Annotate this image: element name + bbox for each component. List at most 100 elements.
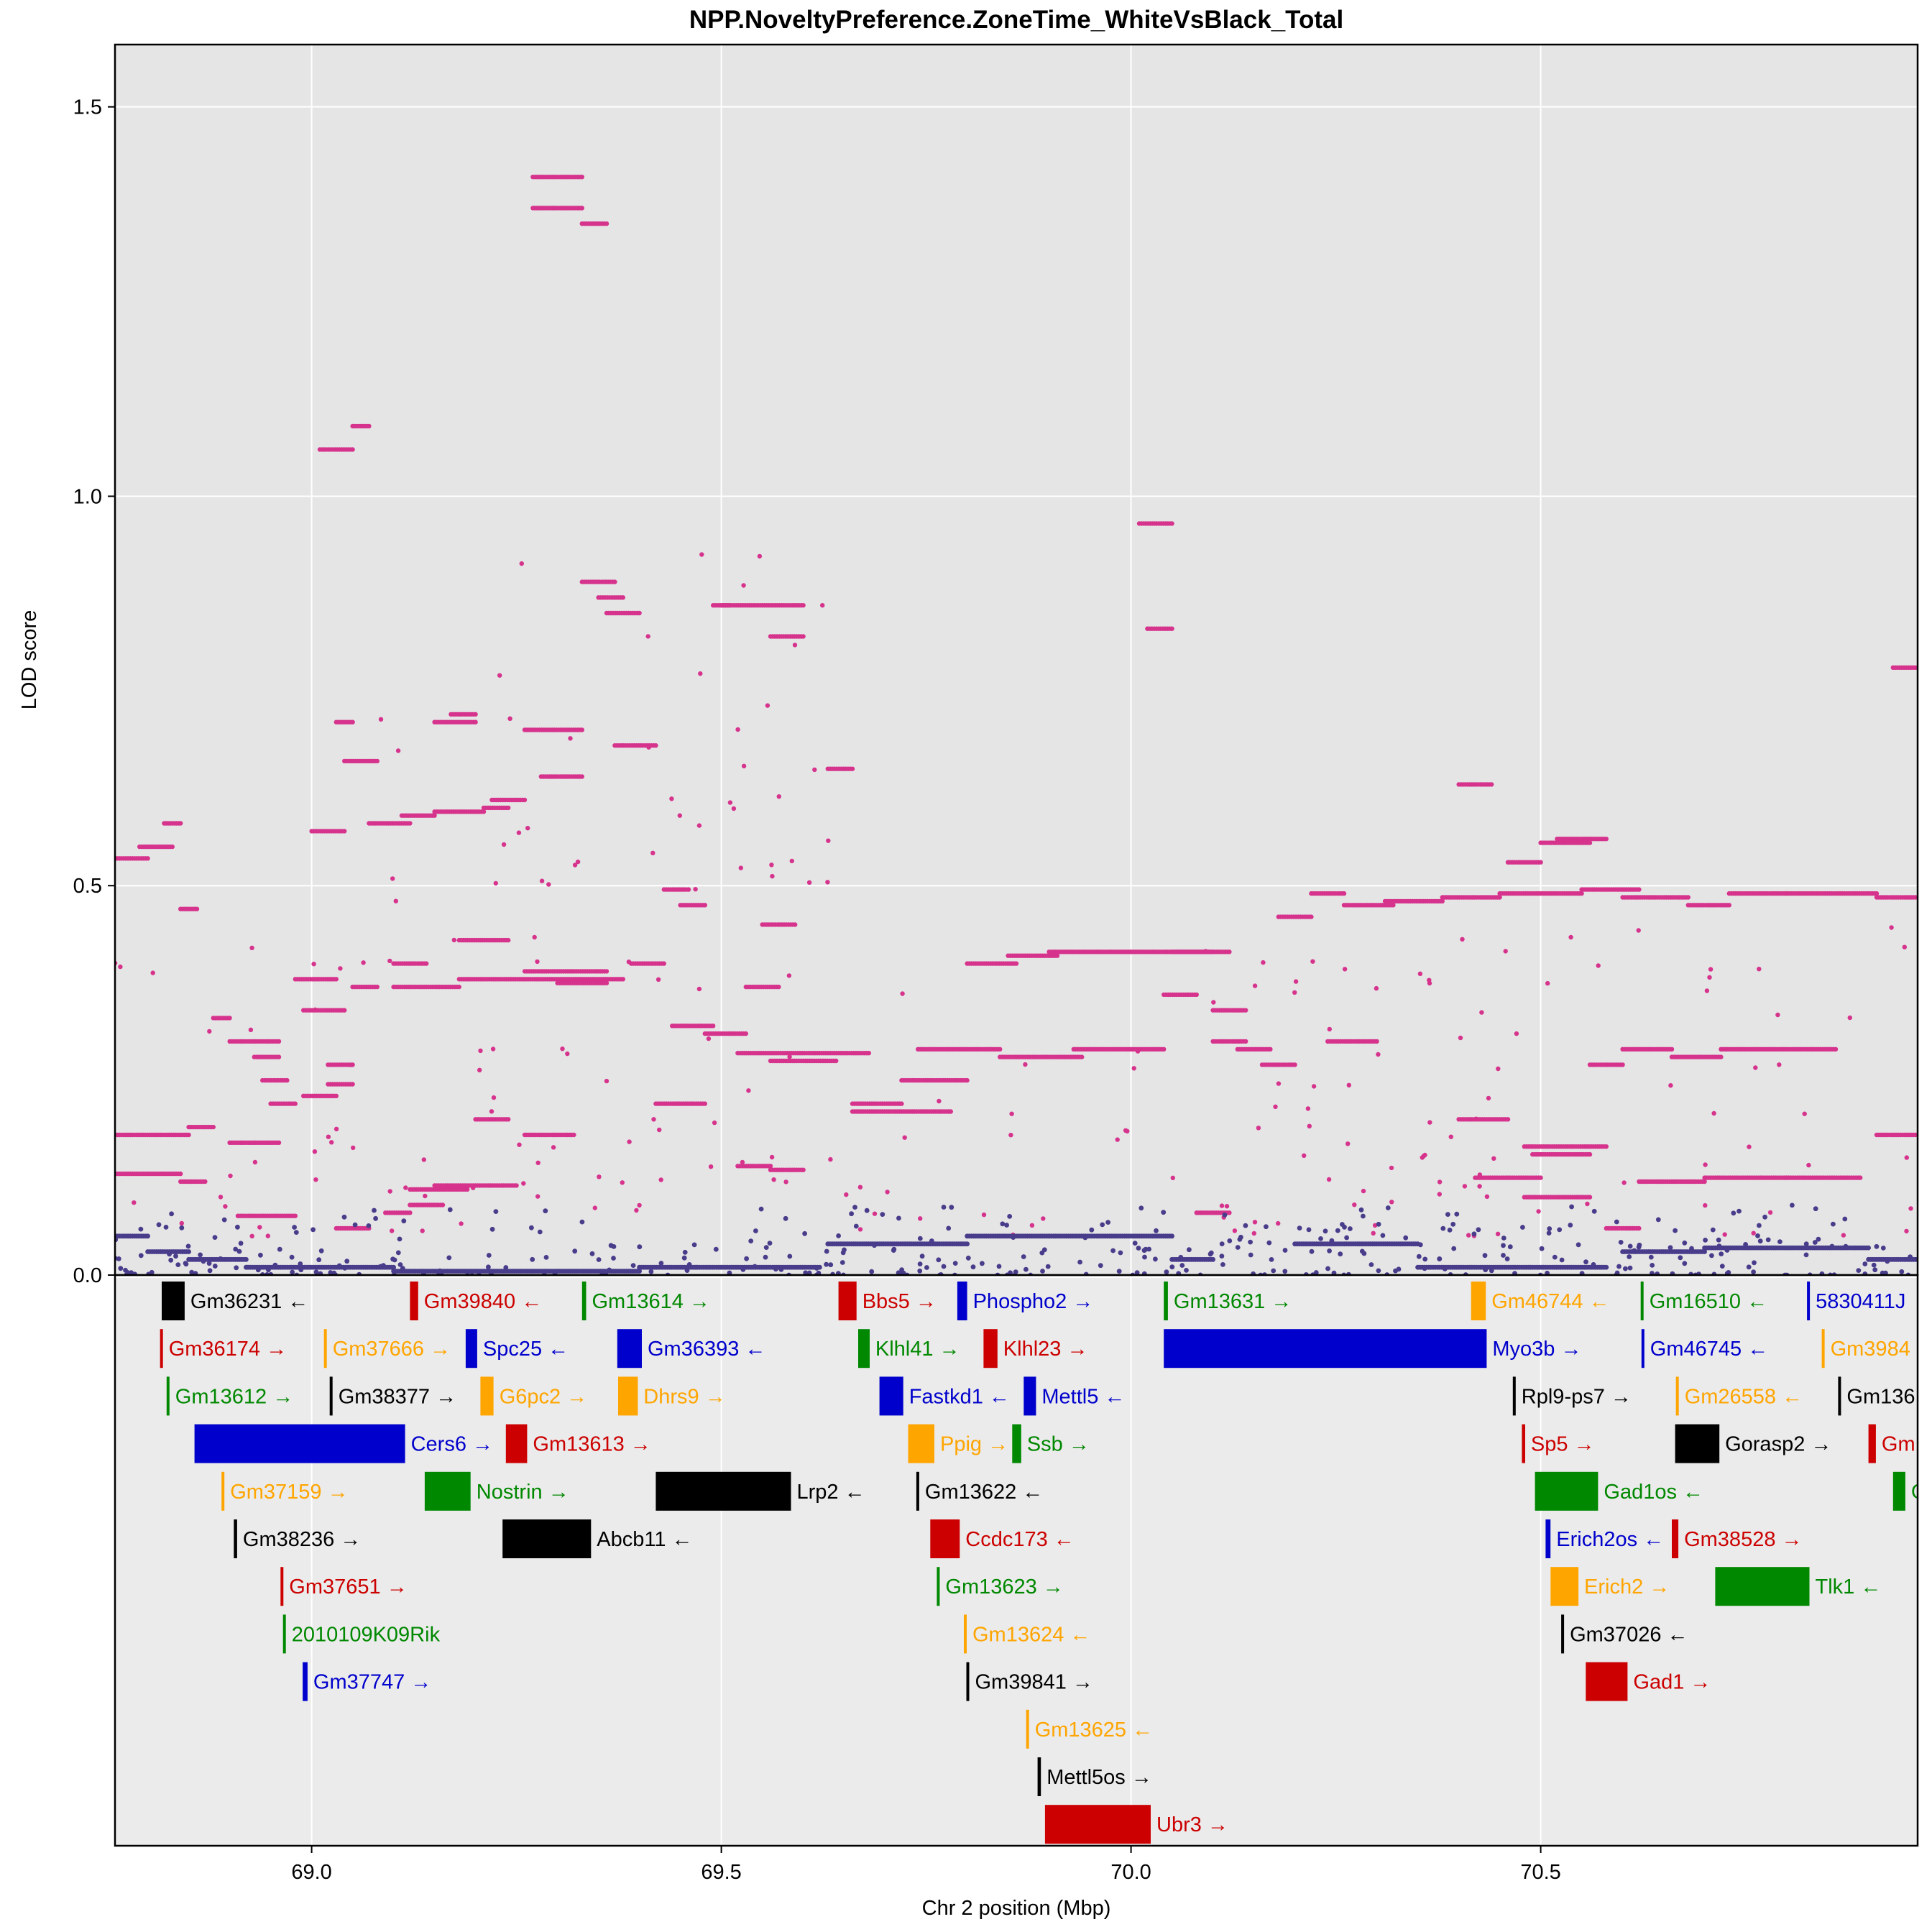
lod-point [1477,1184,1482,1189]
gene-gm136-bar [1838,1376,1841,1416]
lod-point [651,1117,656,1122]
lod-point [657,1127,662,1133]
lod-point [1393,1268,1398,1274]
lod-point [1421,1154,1426,1159]
lod-point [212,1235,218,1240]
lod-point [311,962,316,967]
lod-point [1790,1202,1795,1208]
lod-point [543,1208,548,1214]
lod-point [607,1267,612,1273]
lod-point [743,1031,749,1036]
gene-ccdc173-label: Ccdc173 ← [965,1528,1075,1551]
lod-point [490,1046,496,1052]
lod-point [456,984,461,990]
lod-point [1227,1210,1232,1215]
lod-point [1437,1256,1443,1261]
lod-point [1454,1211,1460,1217]
gene-2010109k09rik-bar [282,1614,286,1654]
lod-point [637,1244,643,1250]
lod-point [272,1262,278,1268]
lod-point [1489,1268,1494,1274]
gene-gm37747-bar [303,1662,308,1701]
lod-point [1371,1230,1376,1236]
lod-point [1491,1156,1496,1162]
lod-point [572,862,578,868]
lod-point [336,1263,342,1269]
lod-point [1637,1225,1642,1231]
lod-point [1358,1207,1364,1213]
lod-point [1813,1206,1818,1212]
lod-point [1637,1242,1642,1248]
lod-point [1847,1015,1852,1021]
gene-spc25-label: Spc25 ← [483,1338,569,1361]
lod-point [626,960,632,965]
lod-point [806,1270,812,1275]
lod-point [793,922,798,927]
lod-point [1342,967,1348,972]
lod-point [792,643,798,648]
lod-point [138,1253,144,1259]
series-1-points [115,175,1918,1239]
lod-point [351,1145,356,1151]
lod-point [741,763,747,769]
lod-point [535,959,540,965]
lod-point [620,595,625,600]
lod-point [1021,1254,1026,1259]
lod-point [1614,1270,1620,1275]
lod-point [1000,1221,1006,1227]
lod-point [465,1187,470,1192]
lod-point [1803,1252,1809,1258]
lod-point [740,1266,746,1272]
lod-point [918,1216,923,1221]
lod-point [1210,1256,1215,1262]
lod-point [420,1271,426,1275]
lod-point [277,1246,282,1252]
lod-point [1904,1228,1909,1234]
gene-gm38528-bar [1672,1519,1679,1558]
lod-point [941,1264,947,1269]
lod-point [1243,1039,1248,1044]
lod-point [506,937,511,943]
lod-point [1276,1081,1282,1086]
gene-2010109k09rik-label: 2010109K09Rik [292,1623,441,1646]
gene-gm13622-label: Gm13622 ← [925,1481,1043,1504]
lod-point [1098,1263,1103,1269]
lod-point [814,1266,819,1271]
lod-point [289,1254,295,1260]
lod-point [1752,1260,1757,1266]
lod-point [1736,1208,1742,1214]
lod-point [1650,1263,1655,1268]
lod-point [1719,1054,1724,1059]
gene-erich2os-bar [1545,1519,1551,1558]
lod-point [713,1246,719,1252]
lod-point [145,856,150,861]
lod-point [397,1236,402,1242]
lod-point [342,829,347,834]
gene-ssb-label: Ssb → [1027,1433,1090,1456]
lod-point [1318,1236,1323,1241]
gene-gm39840-bar [410,1282,418,1320]
gene-gm36231-bar [162,1282,185,1320]
lod-point [765,703,770,708]
lod-point [1731,1210,1736,1216]
lod-point [1579,891,1584,896]
lod-point [1747,1144,1752,1149]
lod-point [179,1220,184,1226]
lod-point [1678,1255,1683,1261]
lod-point [1440,898,1445,904]
lod-point [1220,1262,1225,1267]
gene-gm37159-bar [221,1471,225,1511]
lod-point [753,1228,758,1233]
lod-point [828,1156,833,1162]
lod-point [1872,1267,1878,1273]
gene-nostrin-bar [424,1471,471,1511]
lod-point [478,1048,483,1054]
lod-point [1389,1165,1394,1171]
lod-point [424,961,429,966]
lod-point [1538,860,1543,865]
lod-point [1118,1250,1123,1256]
lod-point [1256,1126,1261,1131]
lod-point [1276,1220,1281,1226]
lod-point [1389,1200,1394,1205]
lod-point [1327,1248,1332,1254]
